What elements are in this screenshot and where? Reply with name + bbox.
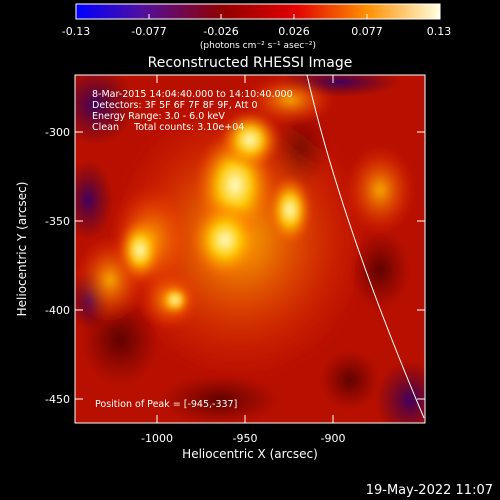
solar-image <box>75 75 425 423</box>
plot-frame <box>74 74 426 424</box>
x-axis-label: Heliocentric X (arcsec) <box>182 447 318 461</box>
solar-limb-line <box>306 75 425 419</box>
colorbar-tick-label: -0.026 <box>203 25 238 38</box>
colorbar-tick-label: -0.077 <box>131 25 166 38</box>
info-line-detectors: Detectors: 3F 5F 6F 7F 8F 9F, Att 0 <box>92 100 258 111</box>
axis-ticks <box>75 75 425 423</box>
footer-timestamp: 19-May-2022 11:07 <box>366 483 493 498</box>
colorbar-tick-label: 0.077 <box>351 25 383 38</box>
peak-position-text: Position of Peak = [-945,-337] <box>95 399 237 410</box>
x-tick-label: -900 <box>321 432 346 445</box>
colorbar-units-label: (photons cm⁻² s⁻¹ asec⁻²) <box>200 41 316 51</box>
colorbar-ticks <box>75 14 440 19</box>
colorbar-tick-label: 0.026 <box>278 25 310 38</box>
colorbar-tick-label: -0.13 <box>62 25 90 38</box>
info-line-time-range: 8-Mar-2015 14:04:40.000 to 14:10:40.000 <box>92 89 293 100</box>
x-tick-label: -950 <box>233 432 258 445</box>
x-tick-label: -1000 <box>141 432 173 445</box>
y-tick-label: -400 <box>45 304 70 317</box>
colorbar <box>75 3 441 20</box>
y-tick-label: -350 <box>45 215 70 228</box>
y-tick-label: -450 <box>45 393 70 406</box>
colorbar-tick-label: 0.13 <box>427 25 452 38</box>
y-axis-label: Heliocentric Y (arcsec) <box>15 182 29 317</box>
y-tick-label: -300 <box>45 126 70 139</box>
plot-title: Reconstructed RHESSI Image <box>148 55 353 71</box>
info-line-energy-range: Energy Range: 3.0 - 6.0 keV <box>92 111 225 122</box>
info-line-clean-counts: Clean Total counts: 3.10e+04 <box>92 122 244 133</box>
